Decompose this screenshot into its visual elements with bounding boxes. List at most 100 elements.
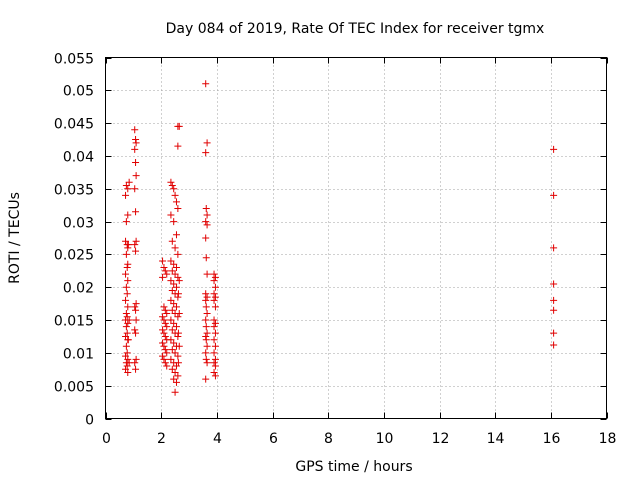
data-point — [123, 290, 131, 298]
data-point — [159, 352, 167, 360]
x-tick-label: 0 — [102, 431, 111, 447]
data-point — [211, 319, 219, 327]
data-point — [211, 303, 219, 311]
data-point — [124, 277, 132, 285]
data-point — [163, 362, 171, 370]
data-point — [172, 264, 180, 272]
data-point — [123, 349, 131, 357]
plot-frame — [105, 57, 607, 419]
data-point — [202, 204, 210, 212]
data-point — [202, 80, 210, 88]
data-point — [168, 181, 176, 189]
data-point — [202, 218, 210, 226]
data-point — [174, 329, 182, 337]
data-point — [172, 323, 180, 331]
data-point — [172, 198, 180, 206]
data-point — [202, 316, 210, 324]
data-point — [172, 283, 180, 291]
data-point — [211, 283, 219, 291]
data-point — [202, 234, 210, 242]
data-point — [203, 342, 211, 350]
data-point — [202, 303, 210, 311]
data-point — [123, 313, 131, 321]
data-point — [203, 211, 211, 219]
data-point — [132, 136, 140, 144]
data-point — [124, 355, 132, 363]
y-tick-label: 0.04 — [63, 150, 94, 166]
data-point — [132, 329, 140, 337]
data-point — [210, 316, 218, 324]
data-point — [163, 349, 171, 357]
data-point — [131, 145, 139, 153]
data-point — [203, 359, 211, 367]
data-point — [131, 185, 139, 193]
data-point — [124, 303, 132, 311]
data-point — [124, 241, 132, 249]
data-point — [203, 221, 211, 229]
data-point — [202, 336, 210, 344]
y-tick-label: 0 — [85, 413, 94, 429]
data-point — [124, 336, 132, 344]
data-point — [124, 244, 132, 252]
data-point — [202, 254, 210, 262]
data-point — [159, 326, 167, 334]
data-point — [202, 375, 210, 383]
data-point — [210, 296, 218, 304]
data-point — [203, 139, 211, 147]
data-point — [172, 303, 180, 311]
data-point — [124, 185, 132, 193]
data-point — [163, 270, 171, 278]
data-point — [123, 362, 131, 370]
y-tick-label: 0.02 — [63, 281, 94, 297]
data-point — [167, 211, 175, 219]
y-tick-label: 0.025 — [54, 248, 94, 264]
data-point — [167, 178, 175, 186]
data-point — [122, 218, 130, 226]
data-point — [132, 208, 140, 216]
data-point — [131, 326, 139, 334]
data-point — [174, 313, 182, 321]
data-point — [175, 122, 183, 130]
x-axis-ticks: 0 2 4 6 8 10 12 14 16 18 — [102, 57, 616, 447]
data-point — [172, 378, 180, 386]
data-point — [132, 159, 140, 167]
data-point — [122, 342, 130, 350]
data-point — [550, 296, 558, 304]
data-point — [550, 341, 558, 349]
data-point — [132, 247, 140, 255]
data-point — [132, 316, 140, 324]
x-tick-label: 8 — [324, 431, 333, 447]
y-tick-label: 0.045 — [54, 117, 94, 133]
data-point — [131, 303, 139, 311]
data-point — [211, 362, 219, 370]
data-point — [132, 365, 140, 373]
grid — [105, 57, 607, 419]
data-points — [122, 80, 558, 396]
data-point — [203, 309, 211, 317]
data-point — [160, 342, 168, 350]
data-point — [174, 204, 182, 212]
data-point — [210, 336, 218, 344]
data-point — [132, 237, 140, 245]
data-point — [124, 211, 132, 219]
x-tick-label: 2 — [157, 431, 166, 447]
data-point — [210, 349, 218, 357]
data-point — [124, 319, 132, 327]
data-point — [161, 306, 169, 314]
data-point — [132, 355, 140, 363]
data-point — [210, 359, 218, 367]
data-point — [125, 178, 133, 186]
data-point — [161, 267, 169, 275]
data-point — [161, 319, 169, 327]
data-point — [211, 342, 219, 350]
data-point — [174, 352, 182, 360]
data-point — [172, 231, 180, 239]
y-axis-label: ROTI / TECUs — [7, 192, 23, 284]
x-tick-label: 10 — [376, 431, 394, 447]
data-point — [161, 332, 169, 340]
data-point — [122, 323, 130, 331]
data-point — [160, 316, 168, 324]
y-tick-label: 0.05 — [63, 84, 94, 100]
data-point — [163, 323, 171, 331]
data-point — [132, 300, 140, 308]
